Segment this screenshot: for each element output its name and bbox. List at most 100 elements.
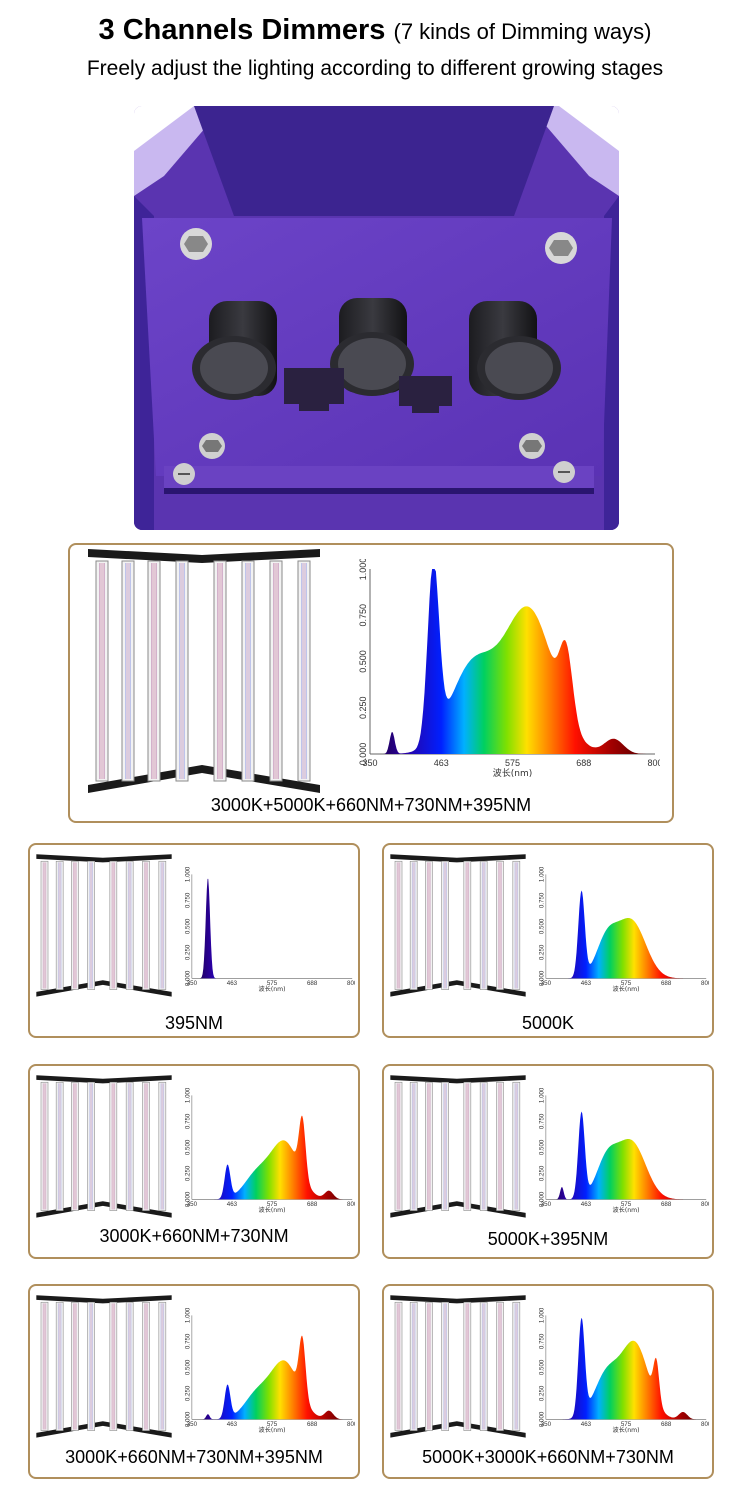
spectrum-curve (545, 1111, 707, 1200)
light-bar-icon (441, 860, 449, 990)
light-bar-icon (109, 1081, 118, 1211)
y-tick-label: 0.500 (358, 650, 368, 673)
spectrum-curve (191, 1335, 353, 1420)
header: 3 Channels Dimmers (7 kinds of Dimming w… (0, 10, 750, 84)
y-tick-label: 0.750 (185, 892, 192, 908)
page-title: 3 Channels Dimmers (7 kinds of Dimming w… (0, 10, 750, 52)
spectrum-card: 0.000 0.250 0.500 0.750 1.000 350 463 575 688 800… (28, 843, 360, 1038)
spectrum-chart: 0.000 0.250 0.500 0.750 1.000 350 463 575 688 800… (185, 867, 355, 993)
x-tick-label: 463 (581, 1201, 592, 1208)
y-tick-label: 0.250 (358, 696, 368, 719)
spectrum-label: 395NM (164, 1013, 224, 1033)
x-tick-label: 575 (621, 1201, 632, 1208)
connector-port-icon (284, 368, 452, 413)
light-bar-icon (142, 1301, 150, 1431)
y-tick-label: 0.000 (358, 743, 368, 766)
grow-light-fixture-icon (390, 854, 526, 997)
light-bar-icon (142, 860, 150, 990)
spectrum-curve (545, 890, 707, 979)
light-bar-icon (512, 1081, 521, 1211)
light-bar-icon (425, 1301, 433, 1431)
x-tick-label: 688 (307, 980, 318, 987)
spectrum-card: 0.000 0.250 0.500 0.750 1.000 350 463 575 688 800… (382, 1284, 714, 1479)
x-tick-label: 688 (576, 758, 591, 768)
light-bar-icon (479, 860, 488, 990)
light-bar-icon (158, 1081, 167, 1211)
light-bar-icon (125, 1301, 134, 1431)
light-bar-icon (95, 560, 109, 782)
title-main: 3 Channels Dimmers (98, 14, 386, 46)
light-bar-icon (158, 860, 167, 990)
x-tick-label: 463 (434, 758, 449, 768)
x-tick-label: 575 (621, 1421, 632, 1428)
light-bar-icon (496, 1301, 504, 1431)
light-bar-icon (213, 560, 227, 782)
y-tick-label: 1.000 (539, 1308, 546, 1323)
x-axis-label: 波长(nm) (612, 1426, 639, 1434)
spectrum-chart: 0.000 0.250 0.500 0.750 1.000 350 463 575 688 800… (185, 1088, 355, 1214)
x-tick-label: 575 (267, 1201, 278, 1208)
light-bar-icon (496, 1081, 504, 1211)
title-sub: (7 kinds of Dimming ways) (393, 19, 652, 44)
spectrum-chart: 0.000 0.250 0.500 0.750 1.000 350 463 575 688 800… (539, 867, 709, 993)
light-bar-icon (512, 860, 521, 990)
light-bar-icon (425, 860, 433, 990)
x-tick-label: 463 (581, 1421, 592, 1428)
x-tick-label: 575 (505, 758, 520, 768)
page-subtitle: Freely adjust the lighting according to … (86, 57, 664, 80)
dimmer-housing-photo (134, 106, 619, 530)
x-axis-label: 波长(nm) (258, 1426, 285, 1434)
y-tick-label: 0.000 (185, 1411, 192, 1427)
light-bar-icon (71, 1081, 79, 1211)
x-tick-label: 463 (227, 980, 238, 987)
y-tick-label: 0.000 (539, 1411, 546, 1427)
light-bar-icon (463, 1081, 472, 1211)
light-bar-icon (441, 1081, 449, 1211)
spectrum-label: 5000K (521, 1013, 575, 1033)
light-bar-icon (125, 860, 134, 990)
y-tick-label: 1.000 (539, 1088, 546, 1103)
y-tick-label: 0.750 (539, 892, 546, 908)
x-tick-label: 688 (307, 1421, 318, 1428)
y-tick-label: 0.750 (185, 1333, 192, 1349)
x-tick-label: 800 (701, 1421, 709, 1428)
spectrum-label: 3000K+660NM+730NM+395NM (65, 1447, 323, 1467)
light-bar-icon (40, 1081, 49, 1211)
light-bar-icon (394, 860, 403, 990)
grow-light-fixture-icon (36, 1295, 172, 1438)
x-tick-label: 688 (307, 1201, 318, 1208)
y-tick-label: 0.250 (539, 944, 546, 960)
spectrum-curve (545, 1317, 707, 1420)
x-tick-label: 350 (187, 1201, 198, 1208)
x-tick-label: 350 (362, 758, 377, 768)
grow-light-fixture-icon (36, 1075, 172, 1218)
light-bar-icon (55, 860, 64, 990)
x-tick-label: 688 (661, 1201, 672, 1208)
light-bar-icon (394, 1301, 403, 1431)
x-tick-label: 800 (701, 1201, 709, 1208)
light-bar-icon (71, 860, 79, 990)
x-tick-label: 575 (267, 980, 278, 987)
x-tick-label: 350 (541, 1421, 552, 1428)
grow-light-fixture-icon (36, 854, 172, 997)
light-bar-icon (55, 1301, 64, 1431)
y-tick-label: 1.000 (185, 867, 192, 882)
light-bar-icon (109, 860, 118, 990)
spectrum-label: 5000K+395NM (487, 1229, 609, 1249)
x-tick-label: 688 (661, 1421, 672, 1428)
x-axis-label: 波长(nm) (258, 1206, 285, 1214)
spectrum-curve (191, 878, 353, 979)
y-tick-label: 0.000 (185, 1191, 192, 1207)
x-tick-label: 800 (647, 758, 660, 768)
y-tick-label: 0.250 (185, 944, 192, 960)
light-bar-icon (425, 1081, 433, 1211)
x-tick-label: 350 (187, 980, 198, 987)
y-tick-label: 0.500 (185, 1359, 192, 1375)
y-tick-label: 1.000 (185, 1088, 192, 1103)
y-tick-label: 0.500 (185, 918, 192, 934)
spectrum-label: 3000K+660NM+730NM (99, 1226, 289, 1246)
x-tick-label: 463 (227, 1201, 238, 1208)
x-tick-label: 800 (347, 980, 355, 987)
x-tick-label: 688 (661, 980, 672, 987)
y-tick-label: 0.750 (539, 1113, 546, 1129)
